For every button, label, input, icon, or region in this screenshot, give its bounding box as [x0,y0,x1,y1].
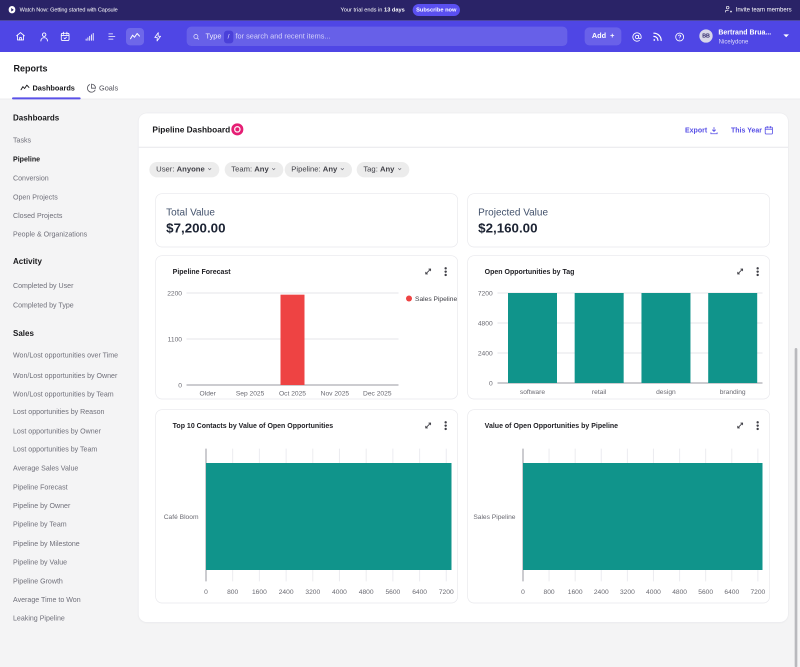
svg-text:0: 0 [178,382,182,389]
svg-text:4000: 4000 [646,589,661,596]
svg-text:7200: 7200 [439,589,454,596]
svg-text:800: 800 [544,589,555,596]
svg-text:7200: 7200 [478,290,493,297]
svg-text:Sales Pipeline: Sales Pipeline [473,514,515,521]
svg-text:4800: 4800 [672,589,687,596]
svg-text:4800: 4800 [359,589,374,596]
svg-text:2400: 2400 [279,589,294,596]
svg-text:1600: 1600 [568,589,583,596]
svg-text:design: design [656,389,676,396]
svg-text:5600: 5600 [698,589,713,596]
svg-text:Dec 2025: Dec 2025 [363,390,392,397]
svg-text:Sales Pipeline: Sales Pipeline [415,296,457,303]
svg-text:Older: Older [200,390,217,397]
svg-text:Nov 2025: Nov 2025 [321,390,350,397]
svg-text:branding: branding [720,389,746,396]
svg-text:Oct 2025: Oct 2025 [279,390,306,397]
svg-text:7200: 7200 [751,589,766,596]
svg-text:6400: 6400 [725,589,740,596]
svg-text:1600: 1600 [252,589,267,596]
svg-text:1100: 1100 [168,336,183,343]
svg-text:software: software [520,389,545,396]
svg-text:Sep 2025: Sep 2025 [236,390,265,397]
svg-text:0: 0 [489,380,493,387]
svg-text:2400: 2400 [594,589,609,596]
svg-text:800: 800 [227,589,238,596]
svg-text:4000: 4000 [332,589,347,596]
svg-text:4800: 4800 [478,320,493,327]
svg-text:3200: 3200 [306,589,321,596]
svg-text:2400: 2400 [478,350,493,357]
svg-text:5600: 5600 [386,589,401,596]
svg-text:6400: 6400 [412,589,427,596]
svg-text:retail: retail [592,389,607,396]
svg-text:3200: 3200 [620,589,635,596]
svg-text:0: 0 [521,589,525,596]
svg-text:Café Bloom: Café Bloom [164,514,199,521]
svg-text:2200: 2200 [167,290,182,297]
svg-text:0: 0 [204,589,208,596]
